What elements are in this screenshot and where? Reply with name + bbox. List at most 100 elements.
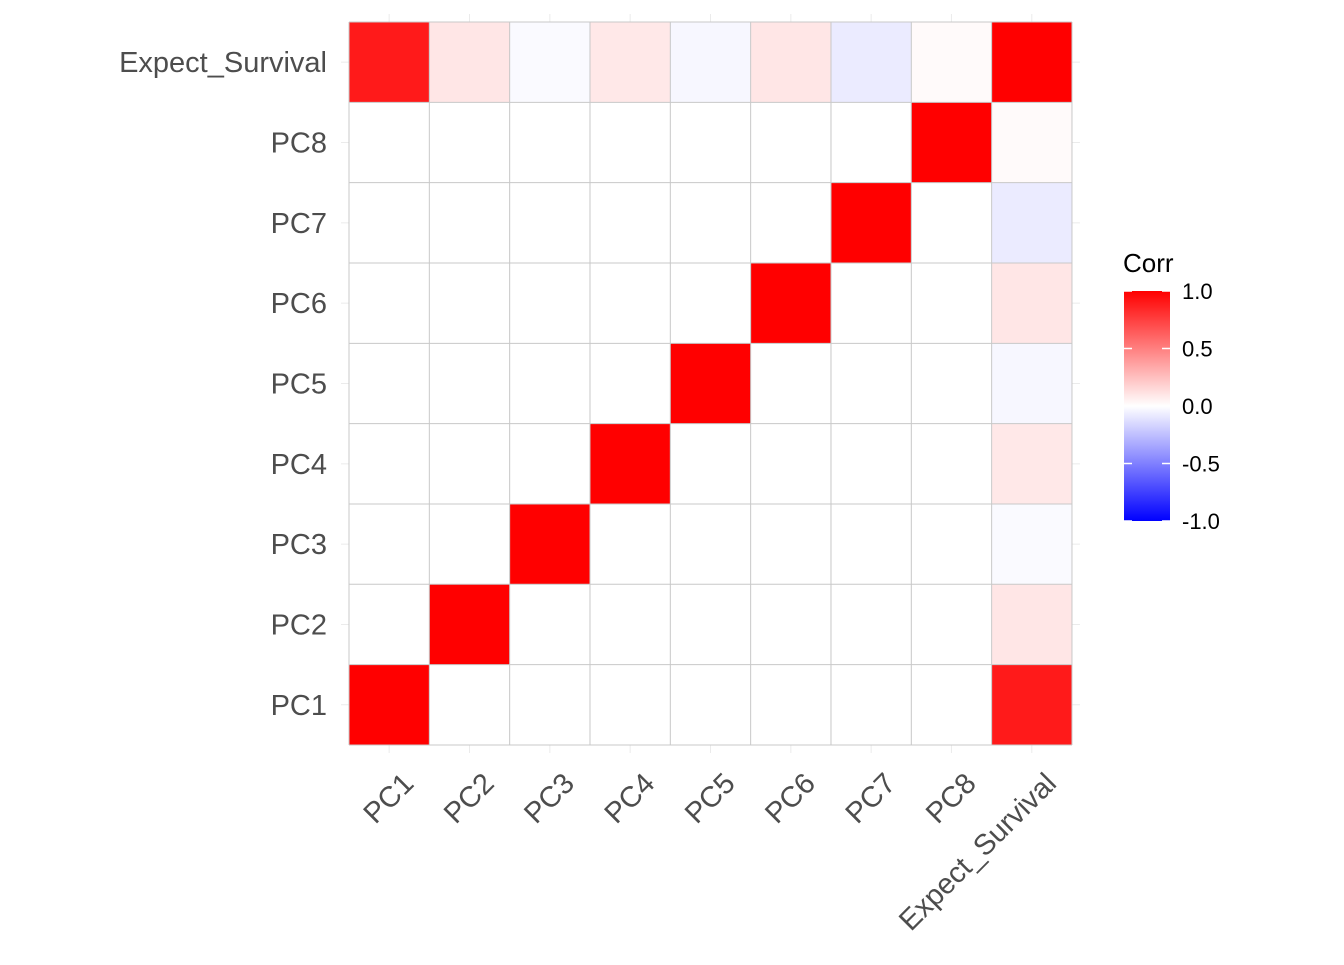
heatmap-cell-empty — [429, 664, 510, 745]
heatmap-cell-empty — [750, 664, 831, 745]
x-tick-label: PC1 — [358, 767, 421, 830]
heatmap-cell — [750, 22, 831, 103]
heatmap-cell — [349, 664, 430, 745]
heatmap-cell-empty — [750, 423, 831, 504]
y-tick-label: PC8 — [271, 127, 327, 159]
y-tick-label: PC4 — [271, 449, 327, 481]
heatmap-cell-empty — [589, 503, 671, 585]
heatmap-cell-empty — [509, 343, 590, 424]
heatmap-cell-empty — [670, 262, 751, 344]
y-tick-label: PC6 — [271, 288, 327, 320]
heatmap-cell — [991, 343, 1072, 424]
heatmap-cell-empty — [911, 423, 992, 504]
x-tick-label: PC6 — [759, 767, 822, 830]
heatmap-cell-empty — [509, 262, 590, 344]
heatmap-cell — [991, 262, 1072, 344]
heatmap-cell-empty — [830, 102, 912, 183]
heatmap-cell-empty — [670, 584, 751, 665]
heatmap-cell-empty — [911, 343, 992, 424]
y-tick-label: PC2 — [271, 609, 327, 641]
heatmap-cell-empty — [911, 664, 992, 745]
heatmap-cell — [429, 584, 510, 665]
heatmap-cell-empty — [349, 503, 430, 585]
heatmap-cell-empty — [429, 503, 510, 585]
heatmap-cell-empty — [830, 423, 912, 504]
heatmap-cell — [589, 22, 671, 103]
heatmap-cell — [991, 182, 1072, 263]
y-tick-label: Expect_Survival — [119, 47, 327, 79]
heatmap-cells — [349, 22, 1072, 745]
heatmap-cell-empty — [509, 584, 590, 665]
heatmap-cell-empty — [830, 343, 912, 424]
heatmap-cell-empty — [349, 423, 430, 504]
heatmap-cell — [991, 584, 1072, 665]
y-tick-label: PC3 — [271, 529, 327, 561]
heatmap-cell-empty — [670, 182, 751, 263]
heatmap-cell-empty — [911, 584, 992, 665]
y-axis-ticks: PC1 PC2 PC3 PC4 PC5 PC6 PC7 PC8 Expect_Survival — [119, 47, 327, 722]
cell-outlines — [348, 21, 1073, 746]
heatmap-cell-empty — [750, 182, 831, 263]
legend-tick-label: 0.5 — [1182, 337, 1213, 362]
heatmap-cell — [830, 22, 912, 103]
heatmap-cell-empty — [589, 343, 671, 424]
heatmap-cell-empty — [670, 503, 751, 585]
heatmap-cell — [670, 343, 751, 424]
heatmap-cell-empty — [509, 102, 590, 183]
heatmap-cell-empty — [750, 503, 831, 585]
heatmap-cell — [670, 22, 751, 103]
heatmap-cell-empty — [589, 102, 671, 183]
x-tick-label: PC5 — [679, 767, 742, 830]
heatmap-cell-empty — [589, 262, 671, 344]
heatmap-cell — [429, 22, 510, 103]
heatmap-cell-empty — [911, 262, 992, 344]
heatmap-cell-empty — [589, 182, 671, 263]
heatmap-cell — [991, 102, 1072, 183]
legend-tick-label: -1.0 — [1182, 509, 1220, 534]
legend-tick-label: -0.5 — [1182, 452, 1220, 477]
heatmap-cell — [509, 503, 590, 585]
heatmap-cell-empty — [509, 182, 590, 263]
heatmap-cell-empty — [830, 262, 912, 344]
legend-tick-label: 1.0 — [1182, 279, 1213, 304]
heatmap-cell-empty — [670, 664, 751, 745]
heatmap-cell — [991, 22, 1072, 103]
heatmap-cell-empty — [670, 423, 751, 504]
heatmap-cell — [991, 503, 1072, 585]
heatmap-cell-empty — [429, 182, 510, 263]
heatmap-cell-empty — [349, 102, 430, 183]
x-tick-label: PC4 — [599, 767, 662, 830]
heatmap-cell-empty — [429, 343, 510, 424]
y-tick-label: PC5 — [271, 368, 327, 400]
heatmap-cell — [349, 22, 430, 103]
heatmap-cell — [509, 22, 590, 103]
heatmap-cell-empty — [349, 262, 430, 344]
heatmap-cell-empty — [750, 102, 831, 183]
heatmap-cell-empty — [830, 503, 912, 585]
x-tick-label: PC7 — [840, 767, 903, 830]
heatmap-cell-empty — [349, 182, 430, 263]
heatmap-cell — [911, 22, 992, 103]
y-tick-label: PC1 — [271, 690, 327, 722]
heatmap-cell-empty — [429, 423, 510, 504]
heatmap-cell-empty — [750, 343, 831, 424]
heatmap-cell-empty — [349, 584, 430, 665]
heatmap-cell — [991, 423, 1072, 504]
heatmap-cell-empty — [750, 584, 831, 665]
heatmap-cell-empty — [509, 664, 590, 745]
heatmap-cell-empty — [830, 584, 912, 665]
heatmap-cell — [911, 102, 992, 183]
heatmap-cell-empty — [911, 182, 992, 263]
x-tick-label: PC3 — [518, 767, 581, 830]
y-tick-label: PC7 — [271, 208, 327, 240]
legend-ticks: 1.0 0.5 0.0 -0.5 -1.0 — [1124, 279, 1220, 534]
heatmap-cell-empty — [349, 343, 430, 424]
legend-title: Corr — [1123, 248, 1174, 278]
x-tick-label: PC2 — [438, 767, 501, 830]
heatmap-cell — [991, 664, 1072, 745]
heatmap-cell-empty — [429, 262, 510, 344]
heatmap-cell — [589, 423, 671, 504]
heatmap-cell-empty — [830, 664, 912, 745]
